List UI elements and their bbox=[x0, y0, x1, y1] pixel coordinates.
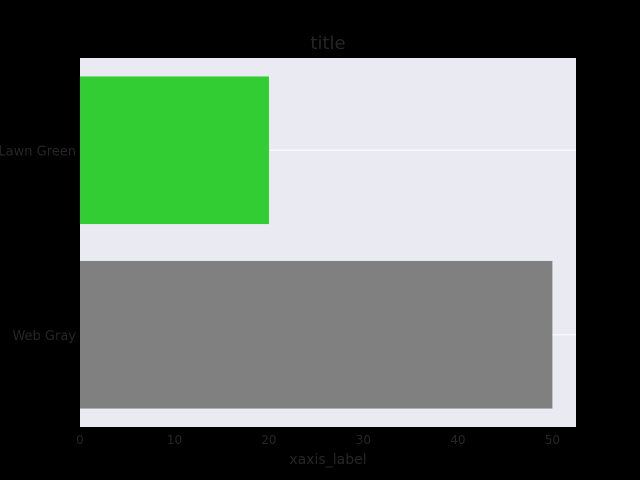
x-tick-label: 50 bbox=[545, 433, 560, 447]
bar-web-gray bbox=[80, 260, 553, 409]
y-tick-labels: Lawn Green Web Gray bbox=[0, 144, 76, 344]
x-tick-label: 10 bbox=[167, 433, 182, 447]
x-axis-label: xaxis_label bbox=[289, 452, 366, 468]
x-tick-label: 20 bbox=[261, 433, 276, 447]
y-tick-label: Web Gray bbox=[12, 329, 76, 344]
chart-title: title bbox=[310, 33, 345, 54]
x-tick-label: 0 bbox=[76, 433, 84, 447]
bar-lawn-green bbox=[80, 76, 269, 225]
x-tick-label: 40 bbox=[450, 433, 465, 447]
y-tick-label: Lawn Green bbox=[0, 144, 76, 159]
x-tick-labels: 0 10 20 30 40 50 bbox=[76, 433, 560, 447]
bars bbox=[80, 76, 553, 409]
x-tick-label: 30 bbox=[356, 433, 371, 447]
